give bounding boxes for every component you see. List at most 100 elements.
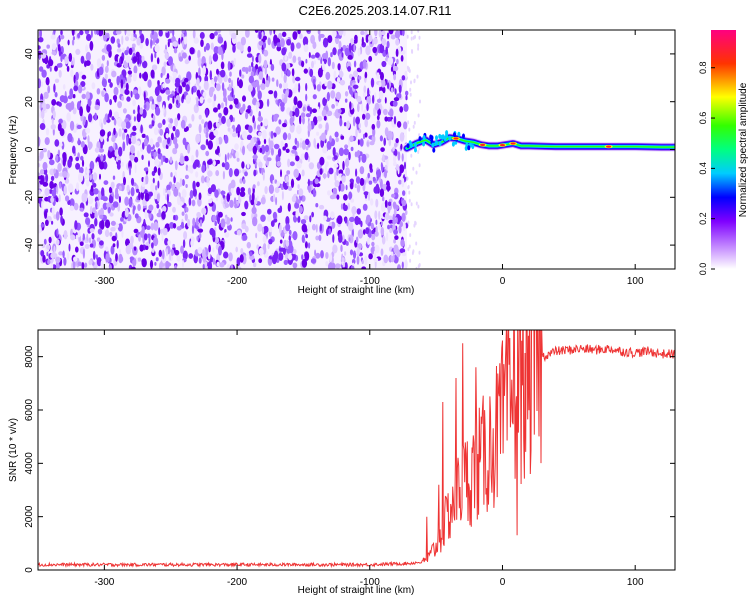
noise-speckle [417,30,420,33]
noise-speckle [355,176,361,184]
noise-speckle [94,104,100,111]
noise-speckle [220,102,224,109]
noise-speckle [154,261,157,266]
noise-speckle [404,259,408,269]
noise-speckle [135,122,141,130]
noise-speckle [155,185,158,191]
signal-peak [480,143,486,146]
noise-speckle [295,155,300,162]
noise-speckle [142,60,148,69]
noise-speckle [89,228,95,233]
noise-speckle [38,37,44,43]
noise-speckle [41,243,46,248]
noise-speckle [362,59,367,69]
noise-speckle [351,258,356,265]
noise-speckle [393,115,397,125]
noise-speckle [89,205,93,215]
noise-speckle [103,180,109,186]
noise-speckle [170,172,173,178]
noise-speckle [291,149,297,154]
noise-speckle [261,31,264,39]
noise-speckle [105,246,109,252]
noise-speckle [42,96,45,104]
noise-speckle [67,39,70,46]
noise-speckle [249,251,253,257]
noise-speckle [113,142,116,151]
noise-speckle [121,35,124,45]
noise-speckle [187,165,193,173]
noise-speckle [273,34,278,44]
noise-speckle [375,183,380,192]
noise-speckle [70,234,76,241]
noise-speckle [301,60,305,68]
noise-speckle [390,66,394,72]
noise-speckle [45,128,50,136]
signal-jitter [445,130,449,136]
noise-speckle [212,247,215,253]
noise-speckle [333,155,338,161]
noise-speckle [228,83,231,92]
noise-speckle [303,215,309,221]
noise-speckle [118,196,121,203]
noise-speckle [365,112,371,120]
noise-speckle [223,199,227,205]
noise-speckle [411,251,414,255]
noise-speckle [206,176,210,184]
noise-speckle [207,159,213,165]
noise-speckle [399,106,404,113]
noise-speckle [304,151,309,161]
noise-speckle [182,137,187,146]
noise-speckle [412,124,415,129]
noise-speckle [258,161,263,169]
noise-speckle [383,202,385,212]
noise-speckle [110,226,116,232]
noise-speckle [227,96,234,102]
noise-speckle [147,79,152,88]
noise-speckle [172,96,175,104]
noise-speckle [59,207,63,216]
noise-speckle [336,194,340,200]
noise-speckle [298,205,303,214]
noise-speckle [164,237,169,246]
noise-speckle [168,103,173,110]
noise-speckle [393,155,397,163]
noise-speckle [301,234,305,243]
noise-speckle [83,212,89,218]
noise-speckle [110,220,116,226]
colorbar-label: Normalized spectral amplitude [738,82,749,217]
noise-speckle [190,239,194,247]
noise-speckle [327,80,333,90]
noise-speckle [39,30,42,39]
noise-speckle [50,196,54,203]
noise-speckle [72,36,75,41]
noise-speckle [263,49,269,57]
spectrogram-xtick-label: -100 [360,276,380,287]
noise-speckle [417,204,420,209]
noise-speckle [47,149,51,159]
noise-speckle [228,77,232,83]
noise-speckle [200,175,205,184]
noise-speckle [161,66,166,76]
noise-speckle [328,222,332,227]
noise-speckle [328,262,334,269]
noise-speckle [371,134,376,144]
noise-speckle [102,31,108,42]
noise-speckle [275,196,278,206]
noise-speckle [394,88,397,95]
noise-speckle [226,193,231,202]
noise-speckle [96,161,99,167]
noise-speckle [281,190,284,201]
noise-speckle [287,253,293,261]
signal-peak [606,145,612,148]
signal-jitter [431,142,435,148]
noise-speckle [123,128,128,133]
noise-speckle [202,65,206,76]
noise-speckle [307,105,311,112]
noise-speckle [140,230,144,238]
noise-speckle [106,60,109,67]
noise-speckle [332,187,338,194]
noise-speckle [305,146,309,151]
noise-speckle [246,134,253,140]
noise-speckle [330,52,333,58]
noise-speckle [208,87,214,98]
